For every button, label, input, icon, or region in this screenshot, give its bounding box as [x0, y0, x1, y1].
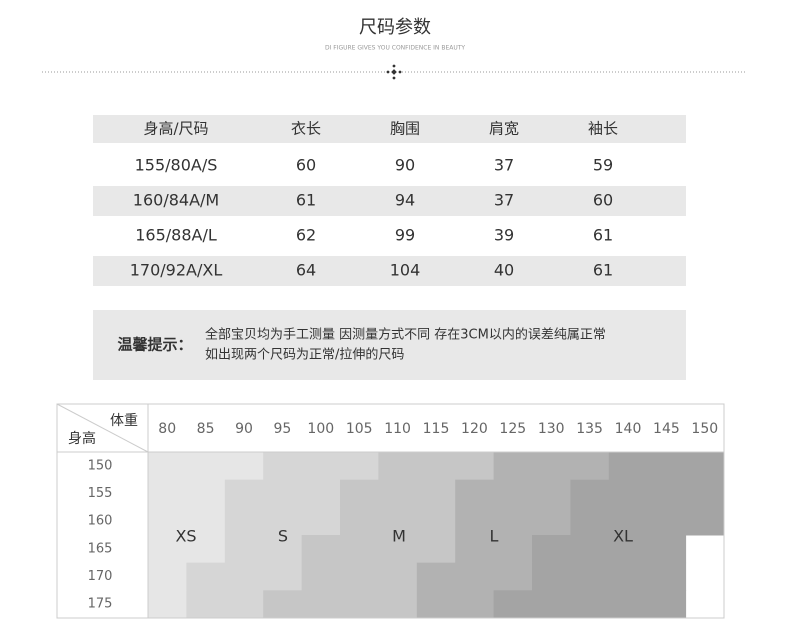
size-label: XS [175, 527, 196, 546]
corner-height: 身高 [68, 430, 96, 447]
height-label: 175 [88, 597, 113, 612]
height-label: 155 [88, 486, 113, 501]
table-cell: 90 [395, 156, 415, 175]
size-zone [340, 507, 456, 536]
table-cell: 61 [593, 226, 613, 245]
subtitle: DI FIGURE GIVES YOU CONFIDENCE IN BEAUTY [325, 45, 465, 52]
size-zone [608, 452, 725, 481]
size-zone [224, 507, 341, 536]
size-label: XL [613, 527, 633, 546]
size-label: S [278, 527, 288, 546]
table-cell: 64 [296, 261, 316, 280]
title: 尺码参数 [359, 17, 431, 38]
size-zone [148, 535, 226, 564]
size-zone [301, 535, 456, 564]
table-cell: 99 [395, 226, 415, 245]
table-header: 胸围 [390, 120, 420, 138]
table-cell: 39 [494, 226, 514, 245]
size-zone [148, 590, 187, 619]
table-header: 袖长 [588, 120, 618, 138]
height-label: 170 [88, 569, 113, 584]
size-zone [263, 452, 379, 481]
size-zone [416, 562, 533, 591]
size-zone [263, 590, 418, 619]
size-label: M [392, 527, 406, 546]
weight-label: 125 [499, 421, 526, 437]
size-zone [493, 590, 687, 619]
weight-label: 150 [691, 421, 718, 437]
weight-label: 100 [307, 421, 334, 437]
weight-label: 95 [273, 421, 291, 437]
size-zone [224, 535, 303, 564]
weight-label: 145 [653, 421, 680, 437]
height-label: 160 [88, 514, 113, 529]
table-header: 肩宽 [489, 120, 519, 138]
table-cell: 60 [593, 191, 613, 210]
table-cell: 61 [593, 261, 613, 280]
table-cell: 155/80A/S [135, 156, 218, 175]
size-zone [224, 479, 341, 508]
size-zone [570, 479, 725, 508]
table-cell: 170/92A/XL [130, 261, 223, 280]
weight-label: 85 [197, 421, 215, 437]
table-cell: 61 [296, 191, 316, 210]
weight-label: 80 [158, 421, 176, 437]
size-label: L [490, 527, 499, 546]
size-zone [493, 452, 610, 481]
height-label: 150 [88, 458, 113, 473]
table-cell: 37 [494, 191, 514, 210]
weight-label: 120 [461, 421, 488, 437]
table-cell: 60 [296, 156, 316, 175]
table-header: 衣长 [291, 120, 321, 138]
weight-label: 105 [346, 421, 373, 437]
tip-box [93, 310, 686, 380]
height-label: 165 [88, 541, 113, 556]
size-zone [186, 590, 264, 619]
corner-diagonal [56, 403, 149, 453]
size-zone [186, 562, 303, 591]
size-zone [148, 479, 226, 508]
weight-label: 135 [576, 421, 603, 437]
size-zone [455, 507, 571, 536]
size-zone [148, 452, 264, 481]
weight-label: 140 [615, 421, 642, 437]
table-cell: 40 [494, 261, 514, 280]
size-zone [532, 535, 687, 564]
size-zone [532, 562, 687, 591]
table-cell: 37 [494, 156, 514, 175]
weight-label: 90 [235, 421, 253, 437]
ornament [386, 64, 402, 80]
size-zone [455, 535, 533, 564]
table-cell: 160/84A/M [133, 191, 219, 210]
table-cell: 94 [395, 191, 415, 210]
size-zone [570, 507, 725, 536]
weight-label: 130 [538, 421, 565, 437]
row-bg [93, 186, 686, 216]
size-chart-border [56, 403, 725, 619]
tip-label: 温馨提示： [117, 336, 192, 354]
size-zone [455, 479, 571, 508]
size-zone [148, 507, 226, 536]
table-header: 身高/尺码 [143, 120, 208, 138]
weight-label: 115 [423, 421, 450, 437]
table-cell: 59 [593, 156, 613, 175]
size-zone [301, 562, 418, 591]
size-zone [416, 590, 495, 619]
size-zone [340, 479, 456, 508]
table-cell: 62 [296, 226, 316, 245]
tip-line: 全部宝贝均为手工测量 因测量方式不同 存在3CM以内的误差纯属正常 [205, 327, 606, 343]
corner-weight: 体重 [110, 413, 138, 429]
size-zone [148, 562, 187, 591]
table-header-bg [93, 115, 686, 143]
table-cell: 104 [390, 261, 421, 280]
table-cell: 165/88A/L [135, 226, 217, 245]
weight-label: 110 [384, 421, 411, 437]
tip-line: 如出现两个尺码为正常/拉伸的尺码 [205, 347, 404, 363]
size-zone [378, 452, 495, 481]
row-bg [93, 256, 686, 286]
